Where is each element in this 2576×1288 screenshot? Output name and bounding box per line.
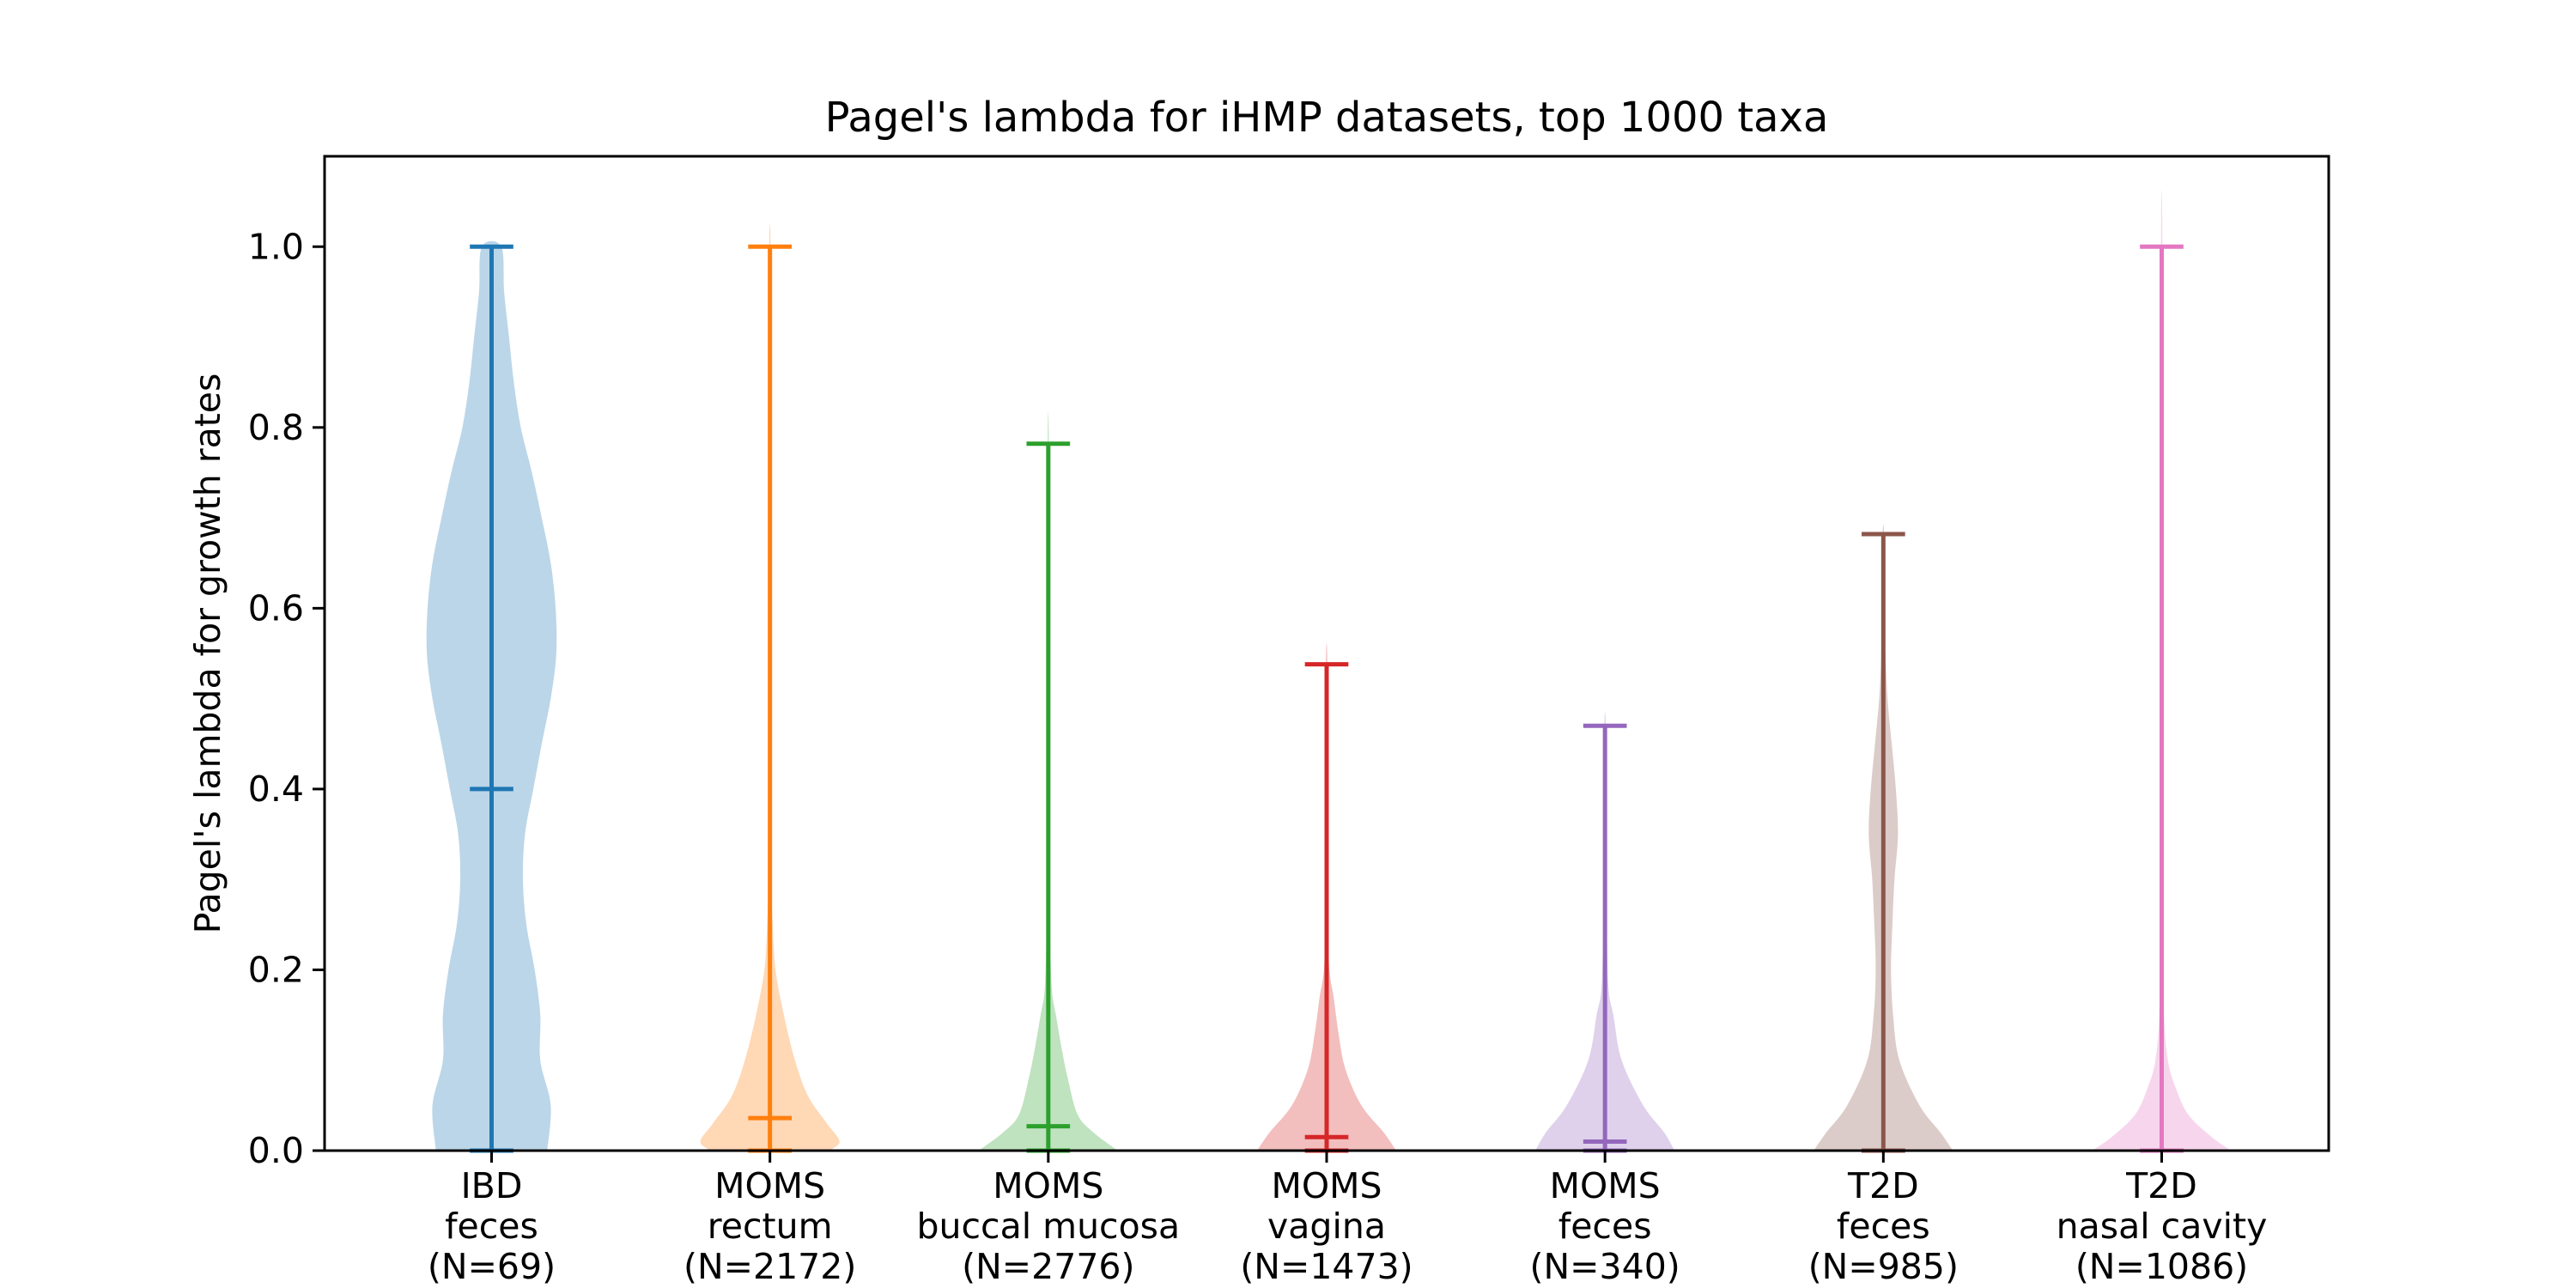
y-axis-label: Pagel's lambda for growth rates (187, 374, 228, 934)
y-tick-label: 0.4 (248, 769, 304, 810)
violin-layer (426, 190, 2232, 1151)
x-tick-label: buccal mucosa (916, 1206, 1180, 1247)
x-tick-label: T2D (2125, 1165, 2197, 1206)
x-tick-label: (N=2776) (962, 1246, 1134, 1287)
x-tick-label: nasal cavity (2057, 1206, 2268, 1247)
marker-layer (470, 244, 2184, 1153)
y-tick-label: 0.2 (248, 949, 304, 990)
y-tick-label: 0.0 (248, 1130, 304, 1171)
x-tick-label: (N=985) (1808, 1246, 1959, 1287)
x-axis: IBDfeces(N=69)MOMSrectum(N=2172)MOMSbucc… (428, 1151, 2267, 1287)
y-tick-label: 1.0 (248, 226, 304, 267)
x-tick-label: MOMS (993, 1165, 1103, 1206)
x-tick-label: (N=69) (428, 1246, 556, 1287)
x-tick-label: vagina (1267, 1206, 1386, 1247)
y-axis: 0.0 0.2 0.4 0.6 0.8 1.0 (248, 226, 325, 1171)
y-tick-label: 0.6 (248, 587, 304, 629)
x-tick-label: (N=1086) (2075, 1246, 2248, 1287)
x-tick-label: IBD (461, 1165, 523, 1206)
x-tick-label: feces (1837, 1206, 1930, 1247)
x-tick-label: feces (1558, 1206, 1652, 1247)
y-tick-label: 0.8 (248, 407, 304, 448)
x-tick-label: feces (445, 1206, 538, 1247)
x-tick-label: MOMS (1271, 1165, 1382, 1206)
x-tick-label: T2D (1847, 1165, 1919, 1206)
x-tick-label: (N=340) (1530, 1246, 1680, 1287)
x-tick-label: (N=2172) (683, 1246, 856, 1287)
x-tick-label: MOMS (714, 1165, 825, 1206)
x-tick-label: MOMS (1550, 1165, 1661, 1206)
x-tick-label: (N=1473) (1240, 1246, 1413, 1287)
x-tick-label: rectum (708, 1206, 833, 1247)
chart-title: Pagel's lambda for iHMP datasets, top 10… (825, 94, 1829, 142)
